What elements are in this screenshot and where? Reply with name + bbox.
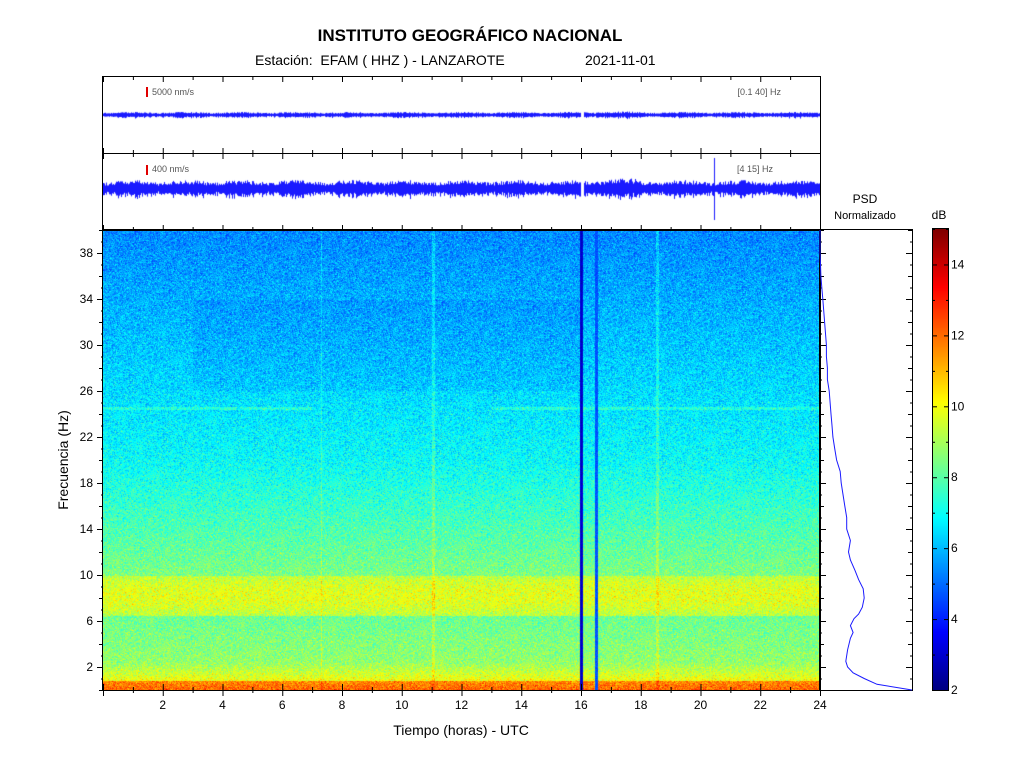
colorbar-tick-label: 10 <box>951 399 965 413</box>
psd-title-line1: PSD <box>853 192 878 206</box>
x-tick-label: 14 <box>515 698 529 712</box>
x-tick-label: 20 <box>694 698 708 712</box>
station-subtitle: Estación: EFAM ( HHZ ) - LANZAROTE <box>255 52 505 68</box>
trace-filtered-frame <box>102 153 821 231</box>
filtered-scale-bar <box>146 165 148 175</box>
y-tick-label: 34 <box>80 292 94 306</box>
y-tick-label: 38 <box>80 246 94 260</box>
colorbar-frame <box>932 228 949 691</box>
spectrogram-frame <box>102 229 821 691</box>
filtered-band-label: [4 15] Hz <box>737 164 774 174</box>
station-prefix: Estación: <box>255 52 313 68</box>
axis-ticks <box>97 77 948 696</box>
x-tick-label: 6 <box>279 698 286 712</box>
colorbar-image <box>933 229 948 690</box>
y-tick-label: 14 <box>80 522 94 536</box>
psd-frame <box>819 229 913 691</box>
colorbar-label: dB <box>932 208 947 222</box>
spectrogram-image <box>103 230 820 690</box>
x-tick-label: 18 <box>634 698 648 712</box>
y-tick-label: 30 <box>80 338 94 352</box>
station-name: EFAM ( HHZ ) - LANZAROTE <box>320 52 505 68</box>
colorbar-tick-label: 14 <box>951 257 965 271</box>
x-axis-label: Tiempo (horas) - UTC <box>393 722 529 738</box>
colorbar-tick-label: 8 <box>951 470 958 484</box>
colorbar-tick-label: 4 <box>951 612 958 626</box>
broadband-scale-bar <box>146 87 148 97</box>
x-tick-label: 8 <box>339 698 346 712</box>
broadband-scale-label: 5000 nm/s <box>152 87 195 97</box>
y-tick-label: 26 <box>80 384 94 398</box>
psd-curve <box>819 230 913 691</box>
y-tick-label: 2 <box>86 660 93 674</box>
broadband-trace <box>103 77 820 153</box>
trace-broadband-frame <box>102 76 821 154</box>
colorbar-tick-label: 2 <box>951 683 958 697</box>
y-tick-label: 22 <box>80 430 94 444</box>
x-tick-label: 22 <box>754 698 768 712</box>
psd-title-line2: Normalizado <box>834 210 896 222</box>
x-tick-label: 2 <box>159 698 166 712</box>
x-tick-label: 10 <box>395 698 409 712</box>
y-tick-label: 10 <box>80 568 94 582</box>
chart-title: INSTITUTO GEOGRÁFICO NACIONAL <box>317 26 623 45</box>
broadband-band-label: [0.1 40] Hz <box>737 87 781 97</box>
x-tick-label: 24 <box>813 698 827 712</box>
x-tick-label: 4 <box>219 698 226 712</box>
colorbar-tick-label: 12 <box>951 328 965 342</box>
filtered-trace <box>103 154 820 230</box>
x-tick-label: 12 <box>455 698 469 712</box>
y-axis-label: Frecuencia (Hz) <box>55 410 71 510</box>
station-date: 2021-11-01 <box>585 52 656 68</box>
filtered-scale-label: 400 nm/s <box>152 164 190 174</box>
colorbar-tick-label: 6 <box>951 541 958 555</box>
y-tick-label: 18 <box>80 476 94 490</box>
y-tick-label: 6 <box>86 614 93 628</box>
x-tick-label: 16 <box>574 698 588 712</box>
